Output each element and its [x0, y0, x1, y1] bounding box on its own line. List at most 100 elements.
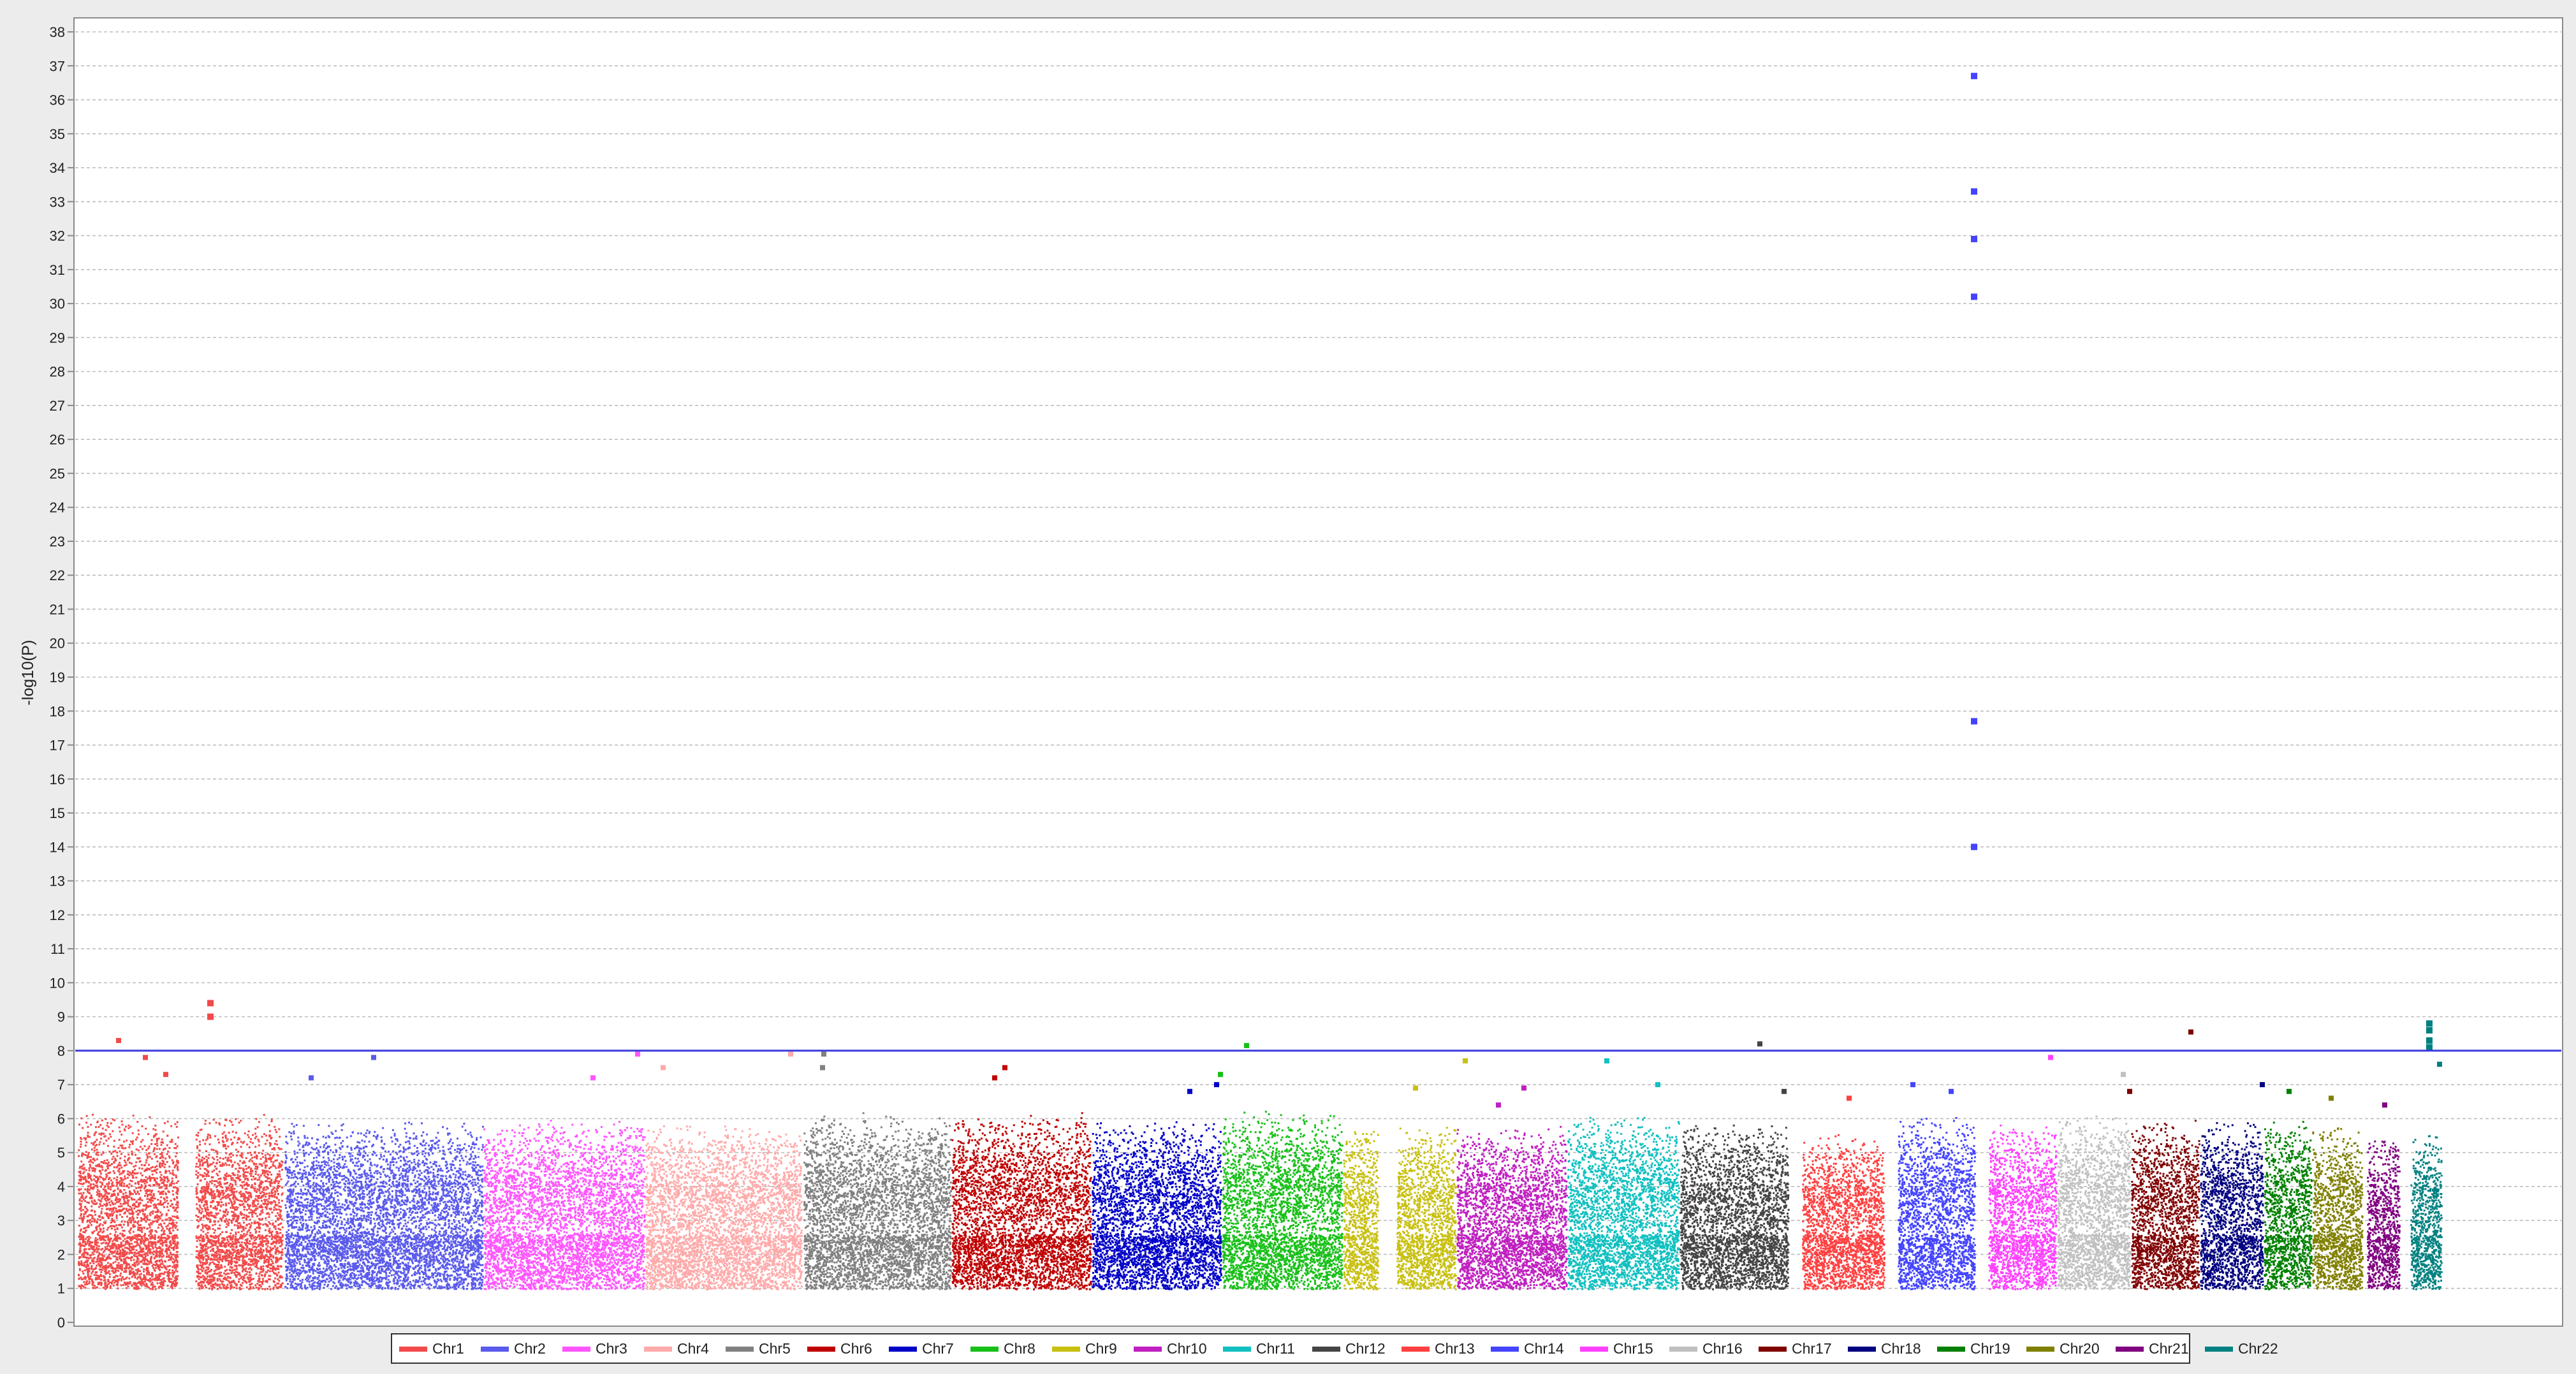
- y-tick-label: 34: [50, 160, 65, 176]
- legend-swatch: [2026, 1347, 2054, 1352]
- background-snp-points: [951, 1112, 1092, 1290]
- y-tick-label: 0: [57, 1315, 65, 1331]
- peak-point: [2127, 1088, 2132, 1094]
- legend-item: Chr18: [1848, 1340, 1921, 1357]
- background-snp-points: [2410, 1135, 2443, 1290]
- data-points: [78, 73, 2443, 1290]
- legend-item: Chr17: [1759, 1340, 1832, 1357]
- y-tick-label: 5: [57, 1145, 65, 1161]
- y-tick-label: 28: [50, 364, 65, 380]
- chromosome-series-chr3: [483, 1051, 646, 1290]
- background-snp-points: [2367, 1140, 2401, 1290]
- significant-point: [207, 1013, 214, 1020]
- legend-label: Chr10: [1167, 1340, 1207, 1357]
- legend-item: Chr7: [889, 1340, 954, 1357]
- background-snp-points: [1456, 1125, 1568, 1290]
- peak-point: [2048, 1055, 2053, 1060]
- peak-point: [1463, 1058, 1468, 1063]
- legend-item: Chr9: [1052, 1340, 1117, 1357]
- legend-swatch: [481, 1347, 509, 1352]
- background-snp-points: [2312, 1127, 2364, 1290]
- y-axis-ticks: 0123456789101112131415161718192021222324…: [50, 24, 74, 1331]
- chromosome-series-chr5: [803, 1051, 952, 1290]
- legend-swatch: [644, 1347, 672, 1352]
- chromosome-series-chr19: [2264, 1088, 2313, 1290]
- legend-label: Chr17: [1792, 1340, 1832, 1357]
- y-tick-label: 30: [50, 296, 65, 312]
- peak-point: [1244, 1042, 1249, 1048]
- peak-point: [1413, 1085, 1418, 1091]
- legend-swatch: [1134, 1347, 1162, 1352]
- y-tick-label: 27: [50, 398, 65, 414]
- peak-point: [143, 1055, 148, 1060]
- background-snp-points: [2200, 1122, 2264, 1290]
- background-snp-points: [78, 1113, 284, 1290]
- legend-item: Chr10: [1134, 1340, 1207, 1357]
- y-tick-label: 38: [50, 24, 65, 40]
- legend-swatch: [726, 1347, 754, 1352]
- peak-point: [1214, 1082, 1219, 1088]
- y-tick-label: 19: [50, 669, 65, 685]
- chromosome-series-chr15: [1988, 1055, 2058, 1290]
- legend-label: Chr8: [1004, 1340, 1036, 1357]
- legend-swatch: [1223, 1347, 1251, 1352]
- legend-label: Chr14: [1524, 1340, 1564, 1357]
- background-snp-points: [284, 1122, 484, 1290]
- y-tick-label: 22: [50, 567, 65, 583]
- legend-swatch: [970, 1347, 999, 1352]
- peak-point: [2260, 1082, 2265, 1088]
- legend-item: Chr22: [2205, 1340, 2278, 1357]
- y-tick-label: 33: [50, 194, 65, 210]
- y-tick-label: 13: [50, 873, 65, 889]
- peak-point: [1496, 1102, 1501, 1108]
- legend-swatch: [1491, 1347, 1519, 1352]
- chromosome-series-chr12: [1680, 1041, 1790, 1290]
- background-snp-points: [1222, 1111, 1343, 1290]
- significant-point: [1971, 235, 1977, 242]
- legend-swatch: [1669, 1347, 1697, 1352]
- y-tick-label: 3: [57, 1213, 65, 1229]
- peak-point: [821, 1051, 826, 1057]
- legend-swatch: [1052, 1347, 1080, 1352]
- y-tick-label: 7: [57, 1077, 65, 1093]
- legend-label: Chr22: [2238, 1340, 2278, 1357]
- legend-label: Chr12: [1345, 1340, 1386, 1357]
- y-tick-label: 25: [50, 465, 65, 481]
- background-snp-points: [803, 1112, 952, 1290]
- peak-point: [1847, 1095, 1852, 1101]
- chromosome-series-chr17: [2127, 1029, 2200, 1290]
- legend-label: Chr5: [759, 1340, 791, 1357]
- peak-point: [1655, 1082, 1660, 1088]
- y-tick-label: 8: [57, 1043, 65, 1059]
- y-tick-label: 6: [57, 1111, 65, 1127]
- legend-swatch: [1580, 1347, 1608, 1352]
- legend-swatch: [1401, 1347, 1430, 1352]
- chromosome-series-chr2: [284, 1055, 484, 1290]
- legend-label: Chr4: [677, 1340, 709, 1357]
- peak-point: [788, 1051, 793, 1057]
- y-tick-label: 10: [50, 975, 65, 991]
- peak-point: [2287, 1088, 2292, 1094]
- chromosome-series-chr22: [2410, 1020, 2443, 1290]
- y-tick-label: 17: [50, 738, 65, 754]
- peak-point: [635, 1051, 640, 1057]
- y-tick-label: 36: [50, 92, 65, 108]
- chromosome-series-chr9: [1343, 1058, 1468, 1290]
- y-tick-label: 26: [50, 432, 65, 448]
- chromosome-series-chr14: [1898, 73, 1977, 1290]
- significant-point: [207, 1000, 214, 1007]
- background-snp-points: [1898, 1116, 1976, 1290]
- peak-point: [820, 1065, 825, 1071]
- legend-box: [391, 1333, 2190, 1364]
- y-tick-label: 2: [57, 1246, 65, 1262]
- y-tick-label: 1: [57, 1281, 65, 1297]
- legend-swatch: [2116, 1347, 2144, 1352]
- peak-point: [1604, 1058, 1609, 1063]
- peak-point: [590, 1075, 596, 1081]
- y-tick-label: 12: [50, 907, 65, 923]
- chromosome-series-chr21: [2367, 1102, 2401, 1290]
- peak-point: [1757, 1041, 1762, 1047]
- y-tick-label: 14: [50, 839, 65, 855]
- legend-swatch: [1312, 1347, 1340, 1352]
